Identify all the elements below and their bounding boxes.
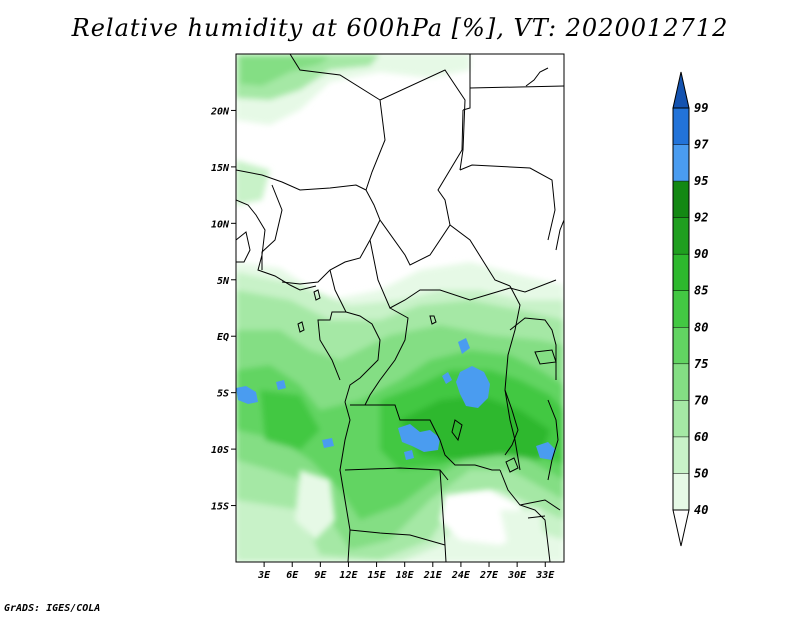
y-tick-label: 15S: [211, 502, 229, 513]
x-axis: 3E 6E 9E 12E 15E 18E 21E 24E 27E 30E 33E: [257, 562, 555, 581]
colorbar-label: 75: [694, 357, 708, 371]
y-tick-label: 5S: [217, 389, 229, 400]
x-tick-label: 18E: [396, 570, 415, 581]
colorbar-band: [673, 400, 689, 437]
colorbar-band: [673, 363, 689, 401]
y-tick-label: 10S: [211, 445, 229, 456]
map-frame: [235, 53, 565, 563]
colorbar-label: 95: [694, 174, 708, 188]
x-tick-label: 24E: [451, 570, 471, 581]
x-tick-label: 33E: [535, 570, 555, 581]
map-title: Relative humidity at 600hPa [%], VT: 202…: [71, 14, 729, 42]
y-tick-label: EQ: [217, 332, 229, 343]
humidity-saturated-spots: [236, 338, 556, 460]
colorbar-band: [673, 473, 689, 510]
x-tick-label: 9E: [314, 570, 327, 581]
humidity-field: [236, 54, 564, 562]
colorbar-band: [673, 436, 689, 474]
y-tick-label: 5N: [217, 276, 230, 287]
colorbar-high-arrow: [672, 71, 690, 109]
colorbar-label: 92: [694, 211, 708, 225]
colorbar-band: [673, 181, 689, 218]
colorbar-band: [673, 144, 689, 182]
x-tick-label: 30E: [507, 570, 527, 581]
colorbar-band: [673, 108, 689, 145]
colorbar-label: 40: [694, 503, 708, 517]
colorbar-label: 50: [694, 466, 708, 480]
colorbar-label: 99: [694, 101, 708, 115]
colorbar-low-arrow: [672, 509, 690, 547]
colorbar-label: 85: [694, 284, 708, 298]
colorbar-band: [673, 290, 689, 328]
colorbar: 40 50 60 70 75 80 85 90 92 95 97 99: [672, 71, 709, 547]
y-tick-label: 10N: [211, 219, 230, 230]
y-tick-label: 15N: [211, 163, 230, 174]
country-borders: [236, 54, 564, 562]
x-tick-label: 21E: [423, 570, 443, 581]
colorbar-label: 97: [694, 138, 709, 152]
colorbar-band: [673, 254, 689, 291]
colorbar-label: 70: [694, 393, 708, 407]
colorbar-band: [673, 217, 689, 255]
grads-credit: GrADS: IGES/COLA: [4, 603, 101, 614]
x-tick-label: 27E: [479, 570, 499, 581]
x-tick-label: 3E: [257, 570, 271, 581]
x-tick-label: 12E: [339, 570, 358, 581]
y-axis: 20N 15N 10N 5N EQ 5S 10S 15S: [210, 106, 236, 513]
colorbar-band: [673, 327, 689, 364]
colorbar-label: 60: [694, 430, 708, 444]
colorbar-label: 90: [694, 247, 708, 261]
humidity-dry-patches: [295, 470, 545, 555]
colorbar-label: 80: [694, 320, 708, 334]
y-tick-label: 20N: [210, 106, 230, 117]
x-tick-label: 15E: [368, 570, 387, 581]
x-tick-label: 6E: [286, 570, 299, 581]
